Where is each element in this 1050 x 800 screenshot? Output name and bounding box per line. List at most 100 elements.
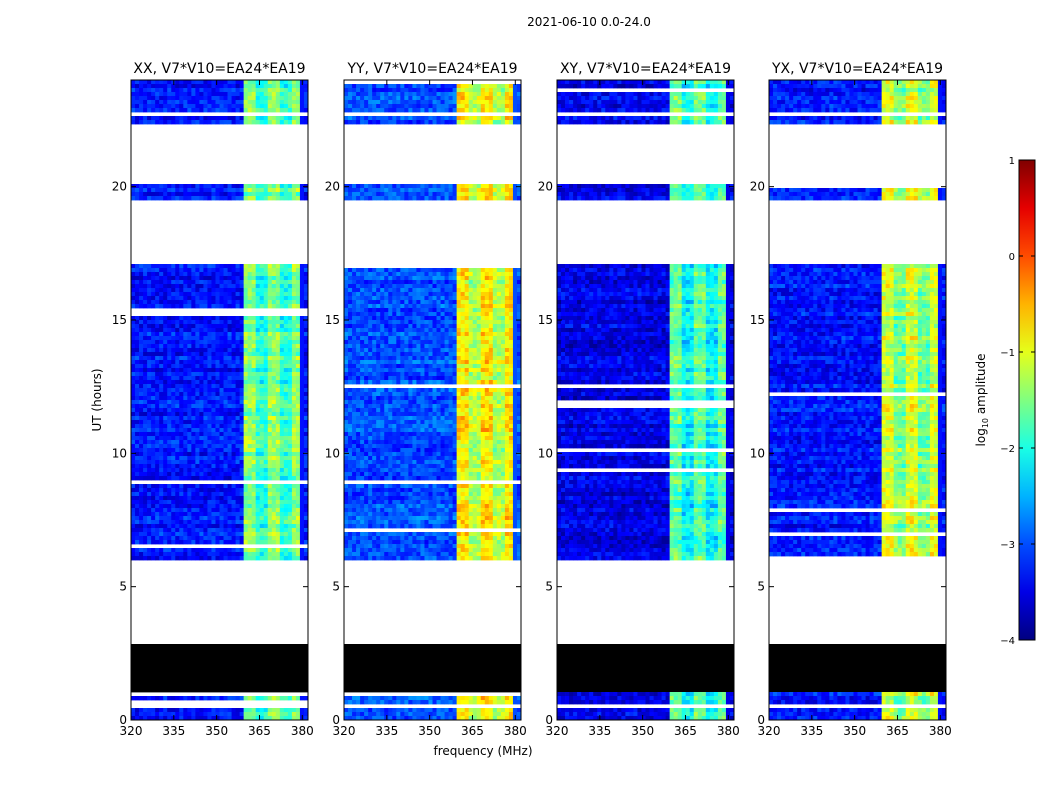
heatmap-cell (263, 448, 269, 453)
heatmap-cell (255, 360, 261, 365)
heatmap-cell (183, 360, 188, 365)
heatmap-cell (203, 288, 208, 293)
heatmap-cell (191, 444, 196, 449)
heatmap-cell (251, 448, 257, 453)
heatmap-cell (472, 104, 478, 109)
heatmap-cell (179, 432, 184, 437)
heatmap-cell (163, 424, 168, 429)
heatmap-cell (299, 464, 305, 469)
heatmap-cell (275, 456, 281, 461)
heatmap-cell (159, 352, 164, 357)
heatmap-cell (484, 192, 490, 197)
heatmap-cell (231, 296, 236, 301)
heatmap-cell (259, 84, 265, 89)
heatmap-cell (267, 432, 273, 437)
heatmap-cell (251, 384, 257, 389)
heatmap-cell (139, 504, 144, 509)
heatmap-cell (179, 360, 184, 365)
heatmap-cell (163, 464, 168, 469)
heatmap-cell (279, 196, 285, 201)
heatmap-cell (159, 388, 164, 393)
heatmap-cell (291, 284, 297, 289)
heatmap-cell (147, 468, 152, 473)
heatmap-cell (247, 92, 253, 97)
heatmap-cell (179, 436, 184, 441)
heatmap-cell (223, 316, 228, 321)
heatmap-cell (259, 440, 265, 445)
heatmap-cell (203, 436, 208, 441)
heatmap-cell (183, 344, 188, 349)
heatmap-cell (219, 332, 224, 337)
heatmap-cell (424, 84, 429, 89)
heatmap-cell (223, 532, 228, 537)
heatmap-cell (171, 392, 176, 397)
heatmap-cell (259, 340, 265, 345)
heatmap-cell (211, 376, 216, 381)
heatmap-cell (187, 344, 192, 349)
heatmap-cell (412, 288, 417, 293)
heatmap-cell (183, 520, 188, 525)
heatmap-cell (496, 120, 502, 125)
heatmap-cell (151, 376, 156, 381)
heatmap-cell (159, 524, 164, 529)
heatmap-cell (131, 348, 136, 353)
heatmap-cell (179, 488, 184, 493)
heatmap-cell (283, 372, 289, 377)
heatmap-cell (448, 92, 454, 97)
heatmap-cell (299, 348, 305, 353)
heatmap-cell (275, 432, 281, 437)
heatmap-cell (271, 316, 277, 321)
heatmap-cell (219, 484, 224, 489)
heatmap-cell (155, 356, 160, 361)
heatmap-cell (384, 276, 389, 281)
heatmap-cell (191, 468, 196, 473)
heatmap-cell (392, 284, 397, 289)
heatmap-cell (215, 400, 220, 405)
heatmap-cell (179, 520, 184, 525)
heatmap-cell (372, 88, 377, 93)
heatmap-cell (279, 184, 285, 189)
heatmap-cell (408, 284, 413, 289)
heatmap-cell (267, 368, 273, 373)
heatmap-cell (219, 316, 224, 321)
heatmap-cell (360, 280, 365, 285)
heatmap-cell (295, 540, 301, 545)
heatmap-cell (171, 460, 176, 465)
heatmap-cell (295, 380, 301, 385)
heatmap-cell (135, 440, 140, 445)
heatmap-cell (151, 328, 156, 333)
heatmap-cell (183, 452, 188, 457)
heatmap-cell (139, 412, 144, 417)
heatmap-cell (247, 328, 253, 333)
heatmap-cell (171, 484, 176, 489)
heatmap-cell (175, 196, 180, 201)
heatmap-cell (191, 500, 196, 505)
heatmap-cell (211, 196, 216, 201)
heatmap-cell (255, 476, 261, 481)
heatmap-cell (207, 268, 212, 273)
heatmap-cell (263, 380, 269, 385)
heatmap-cell (508, 92, 514, 97)
heatmap-cell (267, 364, 273, 369)
heatmap-cell (151, 424, 156, 429)
heatmap-cell (376, 196, 381, 201)
heatmap-cell (195, 696, 200, 701)
heatmap-cell (231, 508, 236, 513)
heatmap-cell (428, 184, 433, 189)
heatmap-cell (151, 96, 156, 101)
heatmap-cell (444, 192, 449, 197)
heatmap-cell (287, 432, 293, 437)
heatmap-cell (344, 88, 349, 93)
heatmap-cell (352, 92, 357, 97)
heatmap-cell (420, 272, 425, 277)
heatmap-cell (163, 492, 168, 497)
heatmap-cell (183, 404, 188, 409)
heatmap-cell (396, 300, 401, 305)
heatmap-cell (147, 444, 152, 449)
heatmap-cell (303, 92, 309, 97)
heatmap-cell (191, 336, 196, 341)
heatmap-cell (227, 92, 232, 97)
heatmap-cell (275, 344, 281, 349)
heatmap-cell (179, 452, 184, 457)
heatmap-cell (364, 196, 369, 201)
